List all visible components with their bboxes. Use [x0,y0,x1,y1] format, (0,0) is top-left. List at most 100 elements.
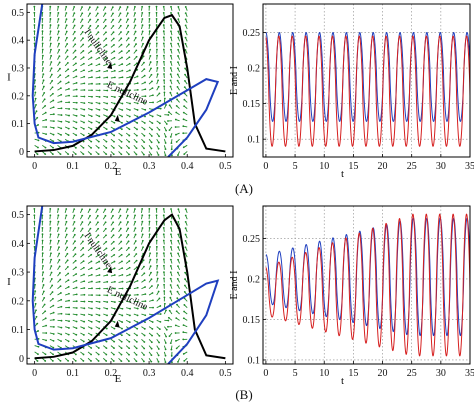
panel-b-phase-vector-arrow-head [83,287,86,289]
panel-b-phase-vector-arrow-head [150,347,153,350]
panel-b-phase-vector-arrow-head [83,300,86,303]
panel-b-phase-vector-arrow-head [150,360,153,363]
panel-a-phase-vector-arrow-head [97,31,100,34]
panel-b-phase-vector-arrow-head [114,294,116,297]
panel-a-phase-ytick-label: 0 [19,147,24,158]
panel-a-phase-vector-arrow-head [176,67,179,70]
panel-a-phase-vector-arrow-head [74,56,77,58]
panel-b-phase-ytick-label: 0.2 [12,296,25,307]
panel-a-phase-vector-arrow-head [41,36,44,39]
panel-a-phase-vector-arrow-head [155,36,158,39]
panel-a-phase-vector-arrow-head [59,67,61,70]
panel-a-time-xtick-label: 15 [348,161,358,172]
panel-a-phase-vector-arrow-head [177,36,180,39]
panel-a-phase-vector-arrow-head [163,66,165,69]
panel-a-phase-vector-arrow-head [120,43,123,46]
panel-a-phase-vector-arrow-head [148,5,151,8]
panel-a-phase-vector-arrow-head [42,85,45,88]
panel-a-time-ylabel: E and I [229,66,240,95]
panel-a-phase-vector-arrow-head [113,102,116,105]
panel-a-phase-vector-arrow-head [162,36,165,39]
panel-b-phase-vector-arrow-head [121,273,124,276]
panel-a-phase-vector-arrow-head [169,61,172,63]
panel-b-phase-vector-arrow-head [163,296,166,299]
panel-a-phase-vector-arrow-head [163,97,166,100]
panel-a-phase-vector-arrow-head [34,79,36,82]
panel-a-phase-vector-arrow-head [120,134,123,137]
panel-b-phase-vector-arrow-head [136,314,139,317]
panel-b-phase-vector-arrow-head [97,247,100,250]
panel-b-phase-vector-arrow-head [135,360,138,363]
panel-b-phase-vector-arrow-head [97,227,100,230]
panel-b-phase-vector-arrow-head [143,265,145,268]
panel-b-time-ytick-label: 0.15 [243,315,261,326]
panel-a-phase-vector-arrow-head [83,82,86,85]
panel-a-phase-vector-arrow-head [128,62,131,65]
panel-a-phase-vector-arrow-head [89,24,92,27]
panel-a-phase-vector-arrow-head [113,121,116,124]
panel-b-phase-vector-arrow-head [82,360,85,362]
panel-a-phase-vector-arrow-head [114,89,116,92]
panel-b-phase-vector-arrow-head [128,347,131,350]
panel-a-phase-vector-arrow-head [97,43,100,46]
panel-a-phase-ytick-label: 0.2 [12,91,25,102]
panel-b-phase-vector-arrow-head [66,240,68,242]
panel-a-phase-vector-arrow-head [169,73,172,76]
panel-b-phase-vector-arrow-head [151,328,154,330]
panel-b-phase-vector-arrow-head [155,239,158,242]
panel-b-phase-vector-arrow-head [164,348,167,351]
panel-a-phase-vector-arrow-head [34,91,37,94]
panel-a-phase-vector-arrow-head [134,30,137,33]
panel-b-phase-vector-arrow-head [155,214,158,217]
panel-b-phase-vector-arrow-head [74,240,76,243]
panel-a-phase-vector-arrow-head [143,141,146,143]
panel-b-phase-vector-arrow-head [120,334,123,337]
panel-a-phase-vector-arrow-head [35,110,38,113]
panel-b-phase-vector-arrow-head [35,315,38,318]
panel-a-time-xtick-label: 25 [407,161,417,172]
panel-a-phase-vector-arrow-head [176,92,179,94]
panel-b-phase-vector-arrow-head [183,310,185,313]
panel-a-phase-vector-arrow-head [157,141,160,144]
panel-a-phase-vector-arrow-head [104,12,107,15]
panel-b-phase-vector-arrow-head [49,208,52,210]
panel-b-time-xtick-label: 5 [293,368,298,379]
panel-b-phase-vector-arrow-head [65,220,68,223]
panel-b-phase-vector-arrow-head [98,267,101,270]
panel-a-phase-vector-arrow-head [90,128,93,130]
panel-a-phase-nullcline-0 [34,13,226,153]
panel-a-phase-vector-arrow-head [141,5,144,8]
panel-b-phase-vector-arrow-head [141,214,144,217]
panel-b-phase-vector-arrow-head [142,246,144,249]
panel-a-phase-vector-arrow-head [65,18,68,21]
panel-a-phase-vector-arrow-head [164,154,167,157]
panel-b-phase-vector-arrow-head [60,305,63,308]
panel-a-phase-vector-arrow-head [134,36,137,39]
panel-a-phase-vector-arrow-head [66,55,69,58]
panel-b-phase-vector-arrow-head [168,335,171,338]
panel-b-time-ytick-label: 0.2 [248,274,261,285]
panel-b-phase-vector-arrow-head [41,220,44,223]
panel-b-phase-vector-arrow-head [143,272,146,275]
panel-b-phase-vector-arrow-head [144,293,147,296]
panel-a-phase-vector-arrow-head [75,68,78,71]
panel-b-phase-vector-arrow-head [75,279,78,282]
panel-a-phase-vector-arrow-head [182,146,185,149]
panel-b-phase-vector-arrow-head [67,340,70,343]
panel-b-phase-vector-arrow-head [127,246,130,249]
panel-b-phase-vector-arrow-head [90,253,93,256]
panel-a-phase-vector-arrow-head [144,95,147,98]
panel-a-phase-vector-arrow-head [37,139,40,142]
panel-a-phase-vector-arrow-head [127,30,130,33]
panel-a-phase-vector-arrow-head [182,118,185,121]
panel-b-phase-vector-arrow-head [148,214,151,217]
panel-b-phase-vector-arrow-head [163,302,166,305]
panel-b-phase-vector-arrow-head [91,307,93,310]
panel-a-phase-vector-arrow-head [141,30,144,33]
panel-b-phase-vector-arrow-head [52,326,55,328]
panel-b-phase-vector-arrow-head [81,221,84,223]
panel-b-phase-vector-arrow-head [141,227,144,229]
panel-a-phase-vector-arrow-head [177,30,180,33]
panel-a-phase-vector-arrow-head [120,128,123,131]
